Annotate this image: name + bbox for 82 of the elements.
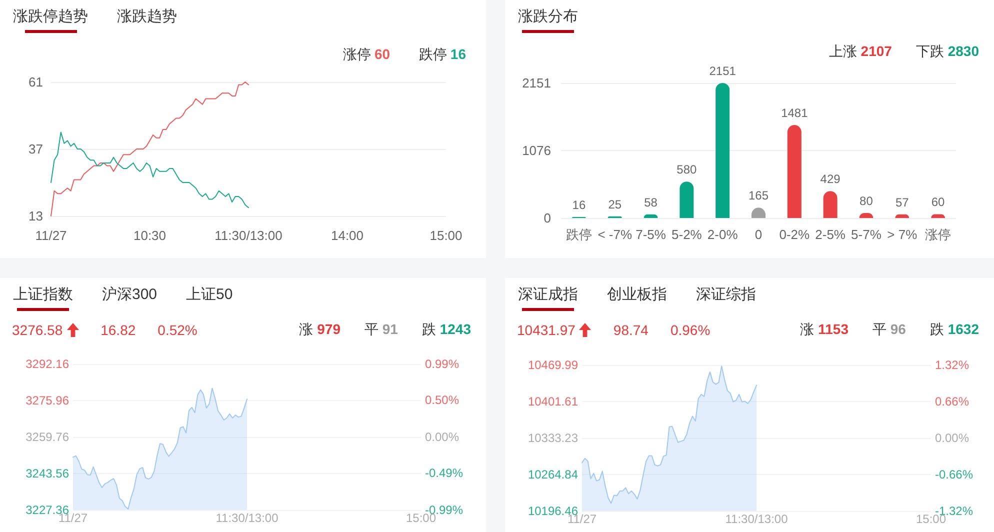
x-tick-label: 14:00	[330, 228, 364, 243]
data-label: 580	[676, 162, 698, 177]
x-tick-label: 7-5%	[636, 227, 666, 242]
x-tick-label: 跌停	[566, 227, 592, 242]
y2-tick-label: -0.49%	[425, 466, 464, 480]
text: 下跌 2830	[916, 42, 979, 60]
x-tick-label: 11:30/13:00	[214, 228, 282, 243]
y-tick-label: 0	[544, 210, 551, 226]
x-tick-label: 2-5%	[815, 227, 846, 242]
x-tick-label: 2-0%	[707, 227, 738, 242]
text: 上涨 2107	[828, 42, 892, 60]
text: 深证综指	[696, 285, 756, 305]
x-tick-label: 15:00	[430, 228, 462, 243]
x-tick-label: 5-7%	[851, 227, 882, 242]
x-tick-label: 11:30/13:00	[216, 511, 279, 525]
x-tick-label: > 7%	[887, 227, 918, 242]
y2-tick-label: 0.00%	[425, 430, 460, 444]
y-tick-label: 37	[28, 142, 43, 156]
y2-tick-label: 0.99%	[425, 357, 460, 371]
text: 跌 1243	[422, 320, 471, 338]
text: 10431.97	[517, 321, 576, 339]
y-tick-label: 1076	[522, 142, 551, 158]
bar	[823, 191, 838, 218]
y2-tick-label: 1.32%	[935, 358, 970, 372]
y-tick-label: 3243.56	[26, 466, 70, 480]
chart-title: 深证成指	[518, 285, 578, 305]
chart-title: 涨跌分布	[518, 7, 578, 27]
data-label: 429	[820, 172, 841, 186]
data-label: 80	[860, 194, 874, 208]
text: 0.96%	[670, 321, 710, 339]
bar	[716, 83, 730, 218]
y-tick-label: 10401.61	[528, 394, 578, 408]
text: 沪深300	[102, 285, 158, 305]
text: 平 91	[364, 320, 398, 338]
data-label: 57	[895, 195, 910, 210]
text: 3276.58	[12, 321, 63, 339]
text: 0.52%	[158, 321, 198, 339]
text: 创业板指	[607, 285, 667, 305]
data-label: 16	[572, 198, 586, 212]
y-tick-label: 3259.76	[26, 430, 70, 444]
line-series	[50, 132, 249, 208]
bar	[787, 125, 802, 218]
y2-tick-label: 0.50%	[425, 393, 460, 408]
y-tick-label: 3292.16	[26, 357, 70, 371]
text: 跌 1632	[930, 320, 979, 338]
chart-title: 上证指数	[13, 285, 73, 305]
x-tick-label: 10:30	[133, 228, 166, 243]
y-tick-label: 61	[28, 74, 43, 90]
text: 涨 979	[299, 320, 340, 338]
x-tick-label: 0	[754, 227, 762, 242]
text: 16.82	[100, 321, 136, 339]
y-tick-label: 13	[28, 208, 43, 224]
text: 跌停 16	[419, 46, 466, 62]
data-label: 60	[931, 195, 946, 210]
chart-title: 涨跌停趋势	[13, 7, 88, 27]
text: 平 96	[872, 320, 906, 338]
text: 上证50	[186, 285, 233, 305]
x-tick-label: 涨停	[925, 227, 952, 242]
x-tick-label: < -7%	[598, 227, 632, 242]
y-tick-label: 10264.84	[528, 468, 578, 482]
line-series	[50, 82, 249, 216]
y-tick-label: 10333.23	[528, 430, 578, 445]
x-tick-label: 5-2%	[672, 227, 702, 242]
y-tick-label: 2151	[522, 76, 551, 90]
data-label: 58	[644, 195, 658, 210]
data-label: 1481	[781, 106, 808, 120]
text: 涨 1153	[800, 320, 848, 338]
y2-tick-label: 0.66%	[935, 394, 970, 408]
data-label: 25	[608, 197, 622, 212]
text: 涨停 60	[343, 46, 390, 62]
y2-tick-label: 0.00%	[935, 431, 970, 445]
bar	[680, 182, 694, 218]
y-tick-label: 3275.96	[26, 394, 70, 408]
text: 涨跌趋势	[117, 7, 177, 27]
text: 98.74	[613, 321, 648, 339]
x-tick-label: 11:30/13:00	[725, 512, 788, 526]
x-tick-label: 11/27	[35, 228, 67, 243]
y2-tick-label: -0.66%	[935, 468, 974, 482]
data-label: 2151	[709, 64, 736, 78]
data-label: 165	[748, 188, 769, 203]
x-tick-label: 0-2%	[779, 227, 810, 242]
y-tick-label: 10469.99	[528, 358, 578, 372]
